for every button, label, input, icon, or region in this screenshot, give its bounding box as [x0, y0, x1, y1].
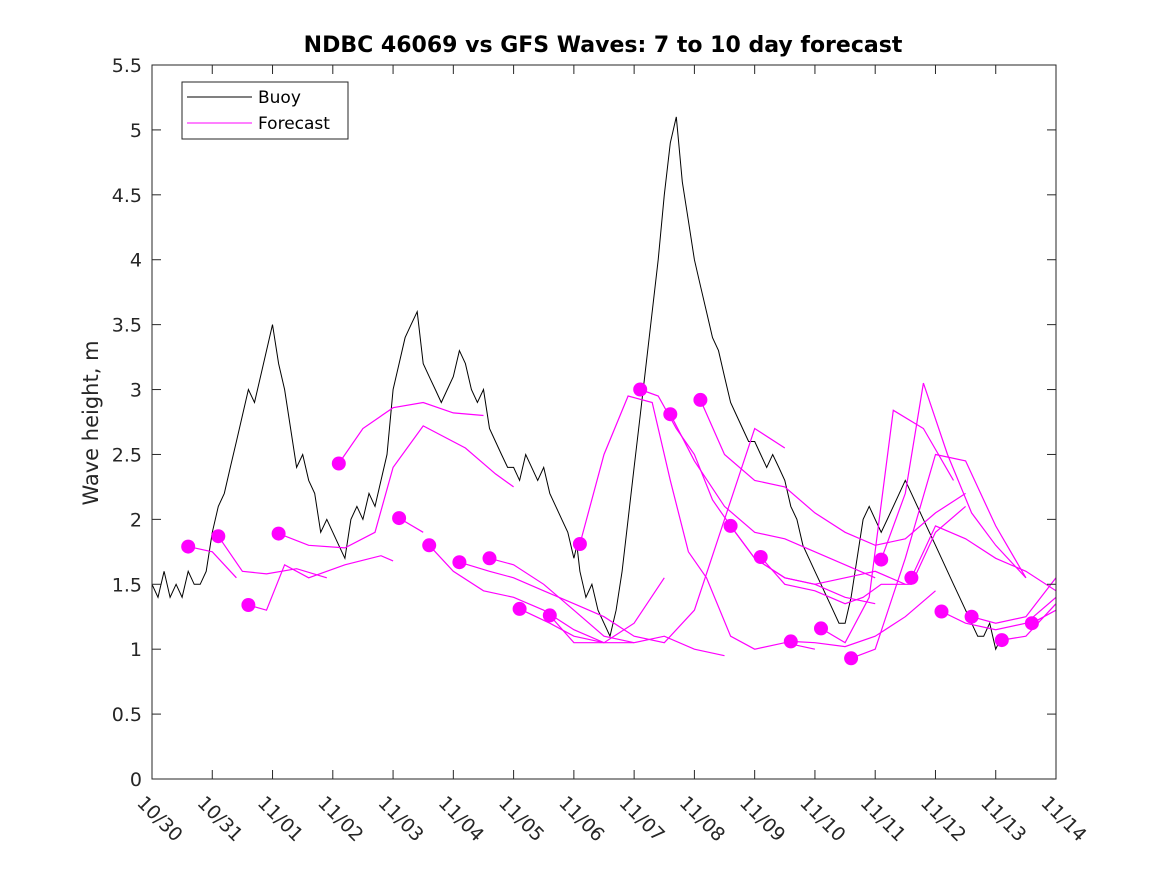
forecast-line-19 [850, 453, 1027, 659]
y-tick-label: 5 [130, 120, 142, 142]
y-tick-label: 1.5 [112, 574, 142, 596]
forecast-marker-13 [663, 407, 678, 422]
y-tick-label: 2 [130, 509, 142, 531]
y-tick-label: 0.5 [112, 704, 142, 726]
forecast-marker-10 [542, 608, 557, 623]
forecast-line-8 [489, 557, 635, 644]
legend-forecast-label: Forecast [258, 114, 330, 134]
x-tick-label: 11/11 [856, 792, 910, 846]
x-tick-label: 11/06 [554, 792, 608, 846]
forecast-marker-8 [482, 551, 497, 566]
x-tick-label: 11/10 [795, 792, 849, 846]
forecast-marker-18 [814, 621, 828, 636]
x-tick-label: 11/04 [434, 792, 488, 846]
forecast-line-16 [760, 505, 966, 605]
forecast-line-4 [338, 401, 484, 464]
y-tick-label: 4.5 [112, 185, 142, 207]
legend: Buoy Forecast [181, 81, 349, 140]
forecast-line-9 [519, 608, 725, 657]
forecast-marker-0 [181, 539, 196, 554]
forecast-line-2 [248, 555, 394, 611]
forecast-marker-15 [723, 518, 738, 533]
forecast-line-7 [459, 427, 786, 644]
forecast-marker-25 [1024, 616, 1039, 631]
x-tick-label: 11/14 [1036, 792, 1090, 846]
y-tick-label: 5.5 [112, 55, 142, 77]
forecast-marker-22 [934, 604, 949, 619]
x-tick-label: 11/09 [735, 792, 789, 846]
forecast-marker-7 [452, 555, 467, 570]
forecast-line-18 [820, 409, 955, 644]
forecast-marker-24 [994, 633, 1009, 648]
forecast-line-1 [217, 535, 327, 579]
y-tick-label: 3.5 [112, 315, 142, 337]
legend-box [181, 81, 349, 140]
plot-area [152, 65, 1056, 779]
forecast-line-10 [549, 577, 665, 644]
forecast-start-markers [181, 382, 1039, 666]
forecast-marker-1 [211, 529, 226, 544]
x-tick-label: 11/03 [374, 792, 428, 846]
forecast-marker-5 [392, 511, 407, 526]
forecast-marker-17 [783, 634, 798, 649]
forecast-line-0 [188, 546, 237, 579]
x-tick-label: 11/07 [615, 792, 669, 846]
forecast-line-3 [278, 425, 514, 549]
plot-background [152, 65, 1056, 779]
forecast-line-11 [579, 395, 816, 650]
forecast-marker-21 [904, 570, 919, 585]
forecast-marker-12 [633, 382, 648, 397]
forecast-line-20 [880, 382, 1027, 579]
forecast-marker-4 [331, 456, 346, 471]
legend-buoy-label: Buoy [258, 88, 301, 108]
y-tick-label: 2.5 [112, 444, 142, 466]
x-tick-label: 11/05 [494, 792, 548, 846]
forecast-marker-11 [572, 537, 587, 551]
x-tick-label: 11/12 [916, 792, 970, 846]
chart-title: NDBC 46069 vs GFS Waves: 7 to 10 day for… [304, 33, 903, 58]
x-tick-label: 11/08 [675, 792, 729, 846]
forecast-line-21 [910, 525, 1056, 592]
y-tick-label: 4 [130, 250, 142, 272]
y-tick-label: 1 [130, 639, 142, 661]
forecast-marker-16 [753, 550, 768, 564]
forecast-line-17 [790, 590, 936, 648]
forecast-marker-2 [241, 598, 256, 612]
forecast-marker-23 [964, 609, 979, 624]
forecast-line-14 [699, 399, 966, 546]
buoy-series [152, 116, 1003, 651]
forecast-marker-20 [874, 552, 889, 567]
forecast-marker-19 [844, 651, 859, 666]
forecast-line-13 [669, 413, 876, 579]
y-axis-label: Wave height, m [79, 340, 103, 505]
x-tick-label: 10/31 [193, 792, 247, 846]
forecast-marker-14 [693, 392, 708, 407]
forecast-line-23 [971, 577, 1056, 624]
buoy-line [152, 116, 1003, 651]
x-tick-label: 11/13 [976, 792, 1030, 846]
forecast-line-24 [1001, 603, 1056, 641]
axes-box [151, 64, 1057, 780]
forecast-marker-3 [271, 526, 286, 541]
forecast-marker-9 [512, 601, 527, 616]
x-tick-label: 11/02 [313, 792, 367, 846]
y-tick-label: 3 [130, 380, 142, 402]
y-tick-label: 0 [130, 769, 142, 791]
x-tick-label: 10/30 [132, 792, 186, 846]
forecast-line-22 [941, 596, 1056, 631]
forecast-line-6 [428, 544, 605, 644]
forecast-marker-6 [422, 538, 437, 553]
x-tick-label: 11/01 [253, 792, 307, 846]
